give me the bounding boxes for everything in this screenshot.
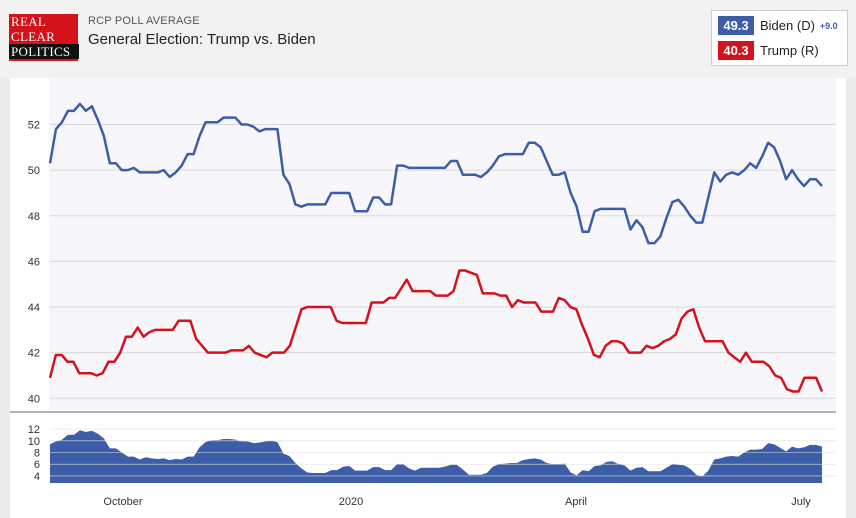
spread-area bbox=[50, 430, 822, 483]
x-tick-label: 2020 bbox=[339, 496, 363, 508]
spread-tick-label: 8 bbox=[34, 448, 40, 460]
spread-tick-label: 6 bbox=[34, 459, 40, 471]
legend: 49.3 Biden (D) +9.0 40.3 Trump (R) bbox=[711, 10, 848, 66]
legend-item-biden[interactable]: 49.3 Biden (D) +9.0 bbox=[718, 16, 838, 35]
logo-line-3: POLITICS bbox=[9, 44, 79, 59]
logo-line-2: CLEAR bbox=[11, 29, 56, 44]
y-tick-label: 48 bbox=[28, 211, 40, 223]
realclearpolitics-logo[interactable]: REAL CLEAR POLITICS bbox=[9, 14, 79, 61]
chart-title: General Election: Trump vs. Biden bbox=[88, 31, 316, 48]
y-tick-label: 42 bbox=[28, 348, 40, 360]
legend-spread: +9.0 bbox=[819, 20, 838, 31]
y-tick-label: 46 bbox=[28, 256, 40, 268]
legend-item-trump[interactable]: 40.3 Trump (R) bbox=[718, 41, 819, 60]
legend-value-trump: 40.3 bbox=[718, 41, 754, 60]
y-tick-label: 52 bbox=[28, 120, 40, 132]
trump-line bbox=[48, 269, 824, 393]
y-tick-label: 40 bbox=[28, 393, 40, 405]
x-tick-label: July bbox=[791, 496, 811, 508]
spread-tick-label: 10 bbox=[28, 436, 40, 448]
chart-area: 40 42 44 46 48 50 52 4 6 8 10 12 October 2020 April Jul… bbox=[10, 78, 846, 518]
y-tick-label: 44 bbox=[28, 302, 40, 314]
spread-tick-label: 4 bbox=[34, 471, 40, 483]
legend-value-biden: 49.3 bbox=[718, 16, 754, 35]
legend-label-biden: Biden (D) bbox=[760, 18, 815, 33]
plot-background bbox=[49, 78, 836, 412]
spread-tick-label: 12 bbox=[28, 424, 40, 436]
logo-line-1: REAL bbox=[11, 14, 47, 29]
biden-line bbox=[48, 102, 823, 245]
x-tick-label: April bbox=[565, 496, 587, 508]
legend-label-trump: Trump (R) bbox=[760, 43, 819, 58]
chart-subtitle: RCP POLL AVERAGE bbox=[88, 15, 200, 27]
x-tick-label: October bbox=[103, 496, 142, 508]
header: REAL CLEAR POLITICS RCP POLL AVERAGE Gen… bbox=[0, 0, 856, 78]
y-tick-label: 50 bbox=[28, 165, 40, 177]
